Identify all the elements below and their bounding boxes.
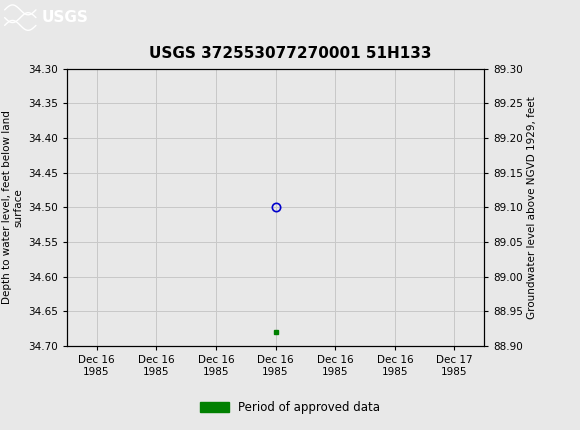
Text: USGS 372553077270001 51H133: USGS 372553077270001 51H133 (148, 46, 432, 61)
Legend: Period of approved data: Period of approved data (195, 396, 385, 419)
Text: USGS: USGS (42, 10, 89, 25)
Y-axis label: Depth to water level, feet below land
surface: Depth to water level, feet below land su… (2, 111, 24, 304)
Y-axis label: Groundwater level above NGVD 1929, feet: Groundwater level above NGVD 1929, feet (527, 96, 537, 319)
